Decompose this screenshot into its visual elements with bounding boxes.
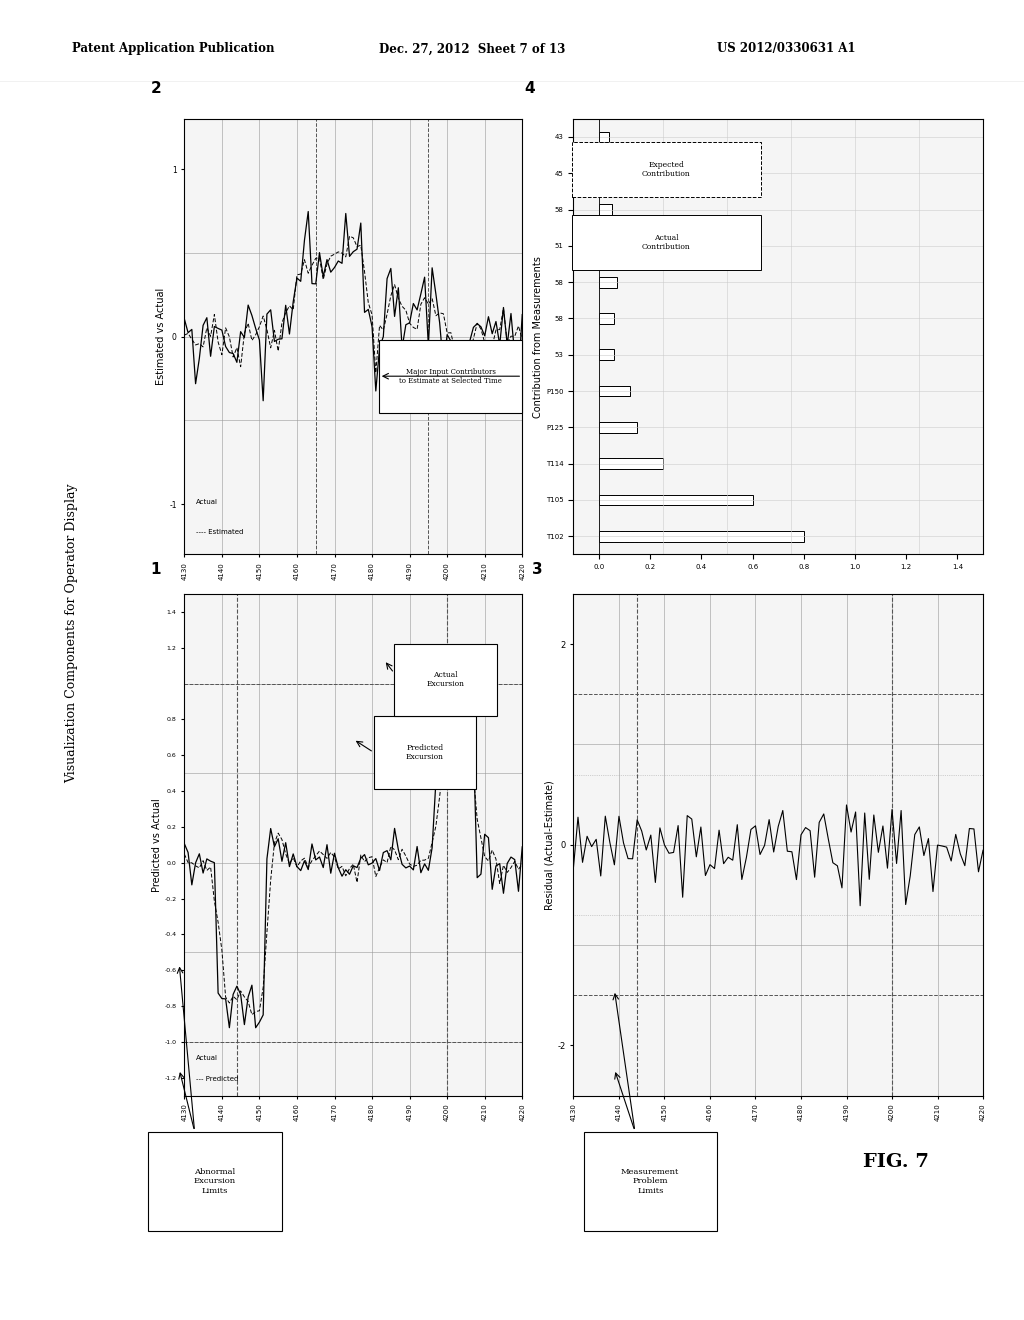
FancyBboxPatch shape — [599, 277, 614, 288]
FancyBboxPatch shape — [599, 531, 804, 541]
FancyBboxPatch shape — [599, 458, 664, 469]
FancyBboxPatch shape — [599, 495, 753, 506]
Text: 4: 4 — [524, 81, 535, 95]
FancyBboxPatch shape — [571, 143, 761, 197]
FancyBboxPatch shape — [599, 385, 630, 396]
Text: Actual: Actual — [196, 1055, 217, 1061]
Text: Dec. 27, 2012  Sheet 7 of 13: Dec. 27, 2012 Sheet 7 of 13 — [379, 42, 565, 55]
FancyBboxPatch shape — [599, 422, 637, 433]
FancyBboxPatch shape — [599, 205, 612, 215]
Text: Actual
Contribution: Actual Contribution — [642, 234, 690, 251]
Text: Patent Application Publication: Patent Application Publication — [72, 42, 274, 55]
FancyBboxPatch shape — [584, 1131, 717, 1230]
Text: Actual: Actual — [196, 499, 217, 506]
FancyBboxPatch shape — [599, 313, 614, 323]
Y-axis label: Estimated vs Actual: Estimated vs Actual — [157, 288, 167, 385]
FancyBboxPatch shape — [599, 385, 630, 396]
Text: Predicted
Excursion: Predicted Excursion — [406, 743, 444, 762]
FancyBboxPatch shape — [599, 495, 630, 506]
FancyBboxPatch shape — [599, 132, 609, 143]
FancyBboxPatch shape — [379, 339, 522, 412]
FancyBboxPatch shape — [374, 715, 476, 789]
Text: 1: 1 — [151, 562, 161, 577]
Text: Visualization Components for Operator Display: Visualization Components for Operator Di… — [66, 484, 78, 783]
FancyBboxPatch shape — [599, 240, 609, 251]
FancyBboxPatch shape — [599, 168, 606, 178]
Text: ---- Estimated: ---- Estimated — [196, 529, 243, 536]
Y-axis label: Residual (Actual-Estimate): Residual (Actual-Estimate) — [545, 780, 555, 909]
FancyBboxPatch shape — [599, 240, 612, 251]
Y-axis label: Contribution from Measurements: Contribution from Measurements — [534, 256, 544, 417]
FancyBboxPatch shape — [599, 350, 614, 360]
FancyBboxPatch shape — [599, 277, 616, 288]
FancyBboxPatch shape — [599, 531, 637, 541]
FancyBboxPatch shape — [394, 644, 497, 715]
FancyBboxPatch shape — [599, 205, 612, 215]
FancyBboxPatch shape — [599, 168, 606, 178]
Text: Measurement
Problem
Limits: Measurement Problem Limits — [621, 1168, 680, 1195]
FancyBboxPatch shape — [599, 422, 620, 433]
FancyBboxPatch shape — [571, 215, 761, 271]
Text: Expected
Contribution: Expected Contribution — [642, 161, 690, 178]
Text: Actual
Excursion: Actual Excursion — [426, 671, 465, 689]
Text: --- Predicted: --- Predicted — [196, 1076, 238, 1082]
FancyBboxPatch shape — [599, 313, 612, 323]
Text: FIG. 7: FIG. 7 — [863, 1152, 929, 1171]
Text: US 2012/0330631 A1: US 2012/0330631 A1 — [717, 42, 855, 55]
Text: Major Input Contributors
to Estimate at Selected Time: Major Input Contributors to Estimate at … — [399, 367, 502, 385]
Text: 3: 3 — [532, 562, 543, 577]
Text: Abnormal
Excursion
Limits: Abnormal Excursion Limits — [194, 1168, 237, 1195]
Text: 2: 2 — [151, 81, 161, 95]
FancyBboxPatch shape — [599, 132, 609, 143]
FancyBboxPatch shape — [148, 1131, 282, 1230]
FancyBboxPatch shape — [599, 350, 612, 360]
Y-axis label: Predicted vs Actual: Predicted vs Actual — [152, 797, 162, 892]
FancyBboxPatch shape — [599, 458, 625, 469]
